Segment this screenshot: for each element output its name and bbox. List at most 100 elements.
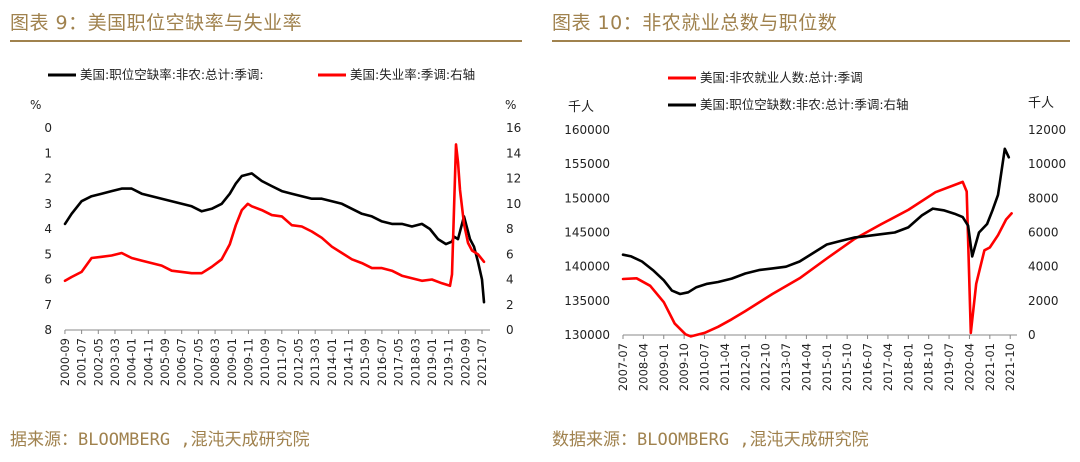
right-axis-tick: 6 <box>506 247 514 261</box>
left-axis-tick: 145000 <box>564 226 610 240</box>
left-axis-tick: 8 <box>44 323 52 337</box>
left-axis-tick: 6 <box>44 273 52 287</box>
right-axis-tick: 14 <box>506 146 521 160</box>
x-axis-tick: 2012-01 <box>738 343 752 391</box>
right-series-line-1 <box>621 147 1011 296</box>
x-axis-tick: 2019-07 <box>942 343 956 391</box>
left-axis-tick: 3 <box>44 197 52 211</box>
right-chart: 美国:非农就业人数:总计:季调 美国:职位空缺数:非农:总计:季调:右轴 千人 … <box>564 70 1066 391</box>
right-axis-unit: 千人 <box>1028 96 1054 111</box>
right-axis-tick: 12000 <box>1028 123 1066 137</box>
x-axis-tick: 2011-04 <box>718 343 732 391</box>
right-axis-tick: 8 <box>506 222 514 236</box>
x-axis-tick: 2015-01 <box>820 343 834 391</box>
x-axis-tick: 2010-07 <box>698 343 712 391</box>
x-axis-tick: 2000-09 <box>58 338 72 386</box>
left-source: 据来源：BLOOMBERG ,混沌天成研究院 <box>10 430 310 450</box>
left-axis-unit: % <box>30 98 41 112</box>
x-axis-tick: 2007-07 <box>616 343 630 391</box>
x-axis-tick: 2003-03 <box>108 338 122 386</box>
x-axis-tick: 2014-04 <box>799 343 813 391</box>
right-legend: 美国:非农就业人数:总计:季调 美国:职位空缺数:非农:总计:季调:右轴 <box>668 70 909 112</box>
x-axis-tick: 2009-11 <box>241 338 255 386</box>
left-axis-tick: 2 <box>44 172 52 186</box>
x-axis-tick: 2008-04 <box>636 343 650 391</box>
right-series-line-0 <box>621 180 1013 338</box>
right-axis-tick: 8000 <box>1028 191 1059 205</box>
x-axis-tick: 2017-05 <box>392 338 406 386</box>
left-axis-tick: 1 <box>44 146 52 160</box>
x-axis-tick: 2018-01 <box>901 343 915 391</box>
x-axis-tick: 2018-03 <box>408 338 422 386</box>
right-legend-openings: 美国:职位空缺数:非农:总计:季调:右轴 <box>700 97 909 112</box>
left-axis-tick: 155000 <box>564 157 610 171</box>
left-axis-tick: 7 <box>44 298 52 312</box>
x-axis-tick: 2001-07 <box>75 338 89 386</box>
x-axis-tick: 2012-05 <box>291 338 305 386</box>
left-legend-vacancy: 美国:职位空缺率:非农:总计:季调: <box>80 67 264 82</box>
right-axis-unit: % <box>505 98 516 112</box>
x-axis-tick: 2020-04 <box>962 343 976 391</box>
x-axis-tick: 2006-07 <box>175 338 189 386</box>
x-axis-tick: 2014-01 <box>325 338 339 386</box>
left-axis-tick: 5 <box>44 247 52 261</box>
x-axis-tick: 2016-07 <box>861 343 875 391</box>
x-axis-tick: 2020-09 <box>458 338 472 386</box>
left-axis-tick: 150000 <box>564 191 610 205</box>
right-axis-tick: 4 <box>506 273 514 287</box>
x-axis-tick: 2013-07 <box>779 343 793 391</box>
right-title-rule <box>552 40 1070 42</box>
x-axis-tick: 2007-05 <box>191 338 205 386</box>
x-axis-tick: 2019-01 <box>425 338 439 386</box>
x-axis-tick: 2021-01 <box>983 343 997 391</box>
right-axis-tick: 10 <box>506 197 521 211</box>
left-legend: 美国:职位空缺率:非农:总计:季调: 美国:失业率:季调:右轴 <box>48 67 475 82</box>
x-axis-tick: 2019-11 <box>442 338 456 386</box>
x-axis-tick: 2011-07 <box>275 338 289 386</box>
x-axis-tick: 2021-07 <box>475 338 489 386</box>
left-legend-unemployment: 美国:失业率:季调:右轴 <box>350 67 475 82</box>
x-axis-tick: 2002-05 <box>91 338 105 386</box>
left-axis-tick: 160000 <box>564 123 610 137</box>
right-axis-tick: 6000 <box>1028 226 1059 240</box>
right-axis-tick: 0 <box>506 323 514 337</box>
left-series-line-1 <box>63 143 486 288</box>
left-series-line-0 <box>63 172 486 304</box>
left-axis-tick: 0 <box>44 121 52 135</box>
right-axis-tick: 12 <box>506 172 521 186</box>
left-chart-title: 图表 9：美国职位空缺率与失业率 <box>10 12 303 34</box>
x-axis-tick: 2004-11 <box>141 338 155 386</box>
x-axis-tick: 2021-10 <box>1003 343 1017 391</box>
x-axis-tick: 2008-03 <box>208 338 222 386</box>
left-chart: 美国:职位空缺率:非农:总计:季调: 美国:失业率:季调:右轴 % % 0123… <box>30 67 521 386</box>
x-axis-tick: 2005-09 <box>158 338 172 386</box>
x-axis-tick: 2015-10 <box>840 343 854 391</box>
right-chart-title: 图表 10：非农就业总数与职位数 <box>552 12 838 34</box>
right-axis-tick: 4000 <box>1028 260 1059 274</box>
left-axis-tick: 140000 <box>564 260 610 274</box>
x-axis-tick: 2009-01 <box>657 343 671 391</box>
x-axis-tick: 2017-04 <box>881 343 895 391</box>
right-axis-tick: 16 <box>506 121 521 135</box>
x-axis-tick: 2016-07 <box>375 338 389 386</box>
left-axis-unit: 千人 <box>568 100 594 115</box>
x-axis-tick: 2009-10 <box>677 343 691 391</box>
x-axis-tick: 2013-03 <box>308 338 322 386</box>
left-axis-tick: 4 <box>44 222 52 236</box>
right-axis-tick: 2000 <box>1028 294 1059 308</box>
left-axis-tick: 130000 <box>564 328 610 342</box>
right-axis-tick: 0 <box>1028 328 1036 342</box>
right-legend-payrolls: 美国:非农就业人数:总计:季调 <box>700 70 863 85</box>
left-title-rule <box>10 40 522 42</box>
right-axis-tick: 2 <box>506 298 514 312</box>
right-axis-tick: 10000 <box>1028 157 1066 171</box>
left-axis-tick: 135000 <box>564 294 610 308</box>
x-axis-tick: 2012-10 <box>759 343 773 391</box>
right-source: 数据来源：BLOOMBERG ,混沌天成研究院 <box>552 430 869 450</box>
x-axis-tick: 2009-01 <box>225 338 239 386</box>
x-axis-tick: 2004-01 <box>125 338 139 386</box>
x-axis-tick: 2014-11 <box>342 338 356 386</box>
x-axis-tick: 2010-09 <box>258 338 272 386</box>
x-axis-tick: 2015-09 <box>358 338 372 386</box>
x-axis-tick: 2018-10 <box>922 343 936 391</box>
